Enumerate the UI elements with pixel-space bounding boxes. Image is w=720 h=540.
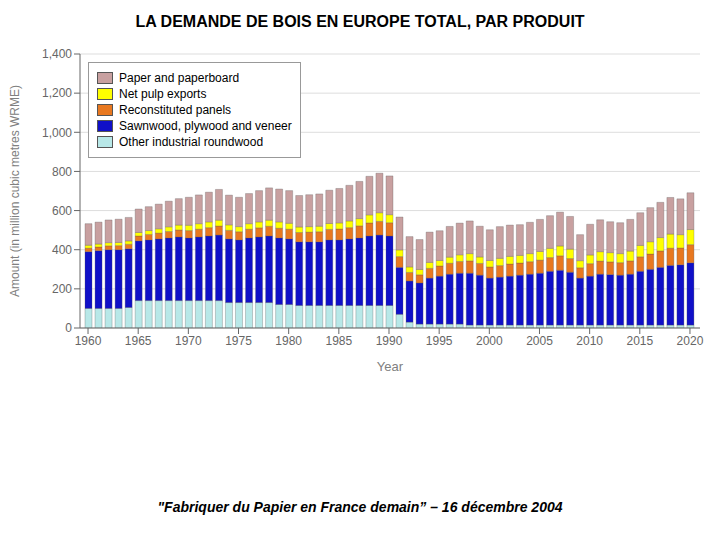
svg-text:2020: 2020 <box>677 334 704 348</box>
svg-text:1,200: 1,200 <box>42 86 72 100</box>
html-text:Net pulp exports: Net pulp exports <box>119 87 207 101</box>
html-text:Paper and paperboard: Paper and paperboard <box>119 71 240 85</box>
svg-text:2015: 2015 <box>626 334 653 348</box>
svg-text:1,400: 1,400 <box>42 47 72 61</box>
svg-text:1960: 1960 <box>75 334 102 348</box>
svg-text:600: 600 <box>52 204 72 218</box>
svg-text:1975: 1975 <box>225 334 252 348</box>
html-text:Reconstituted panels: Reconstituted panels <box>119 103 232 117</box>
html-text:Sawnwood, plywood and veneer: Sawnwood, plywood and veneer <box>119 119 292 133</box>
svg-text:Year: Year <box>377 359 404 374</box>
svg-text:1,000: 1,000 <box>42 126 72 140</box>
svg-text:1965: 1965 <box>125 334 152 348</box>
svg-text:2000: 2000 <box>476 334 503 348</box>
svg-text:800: 800 <box>52 165 72 179</box>
svg-text:200: 200 <box>52 282 72 296</box>
svg-text:1985: 1985 <box>325 334 352 348</box>
svg-text:1980: 1980 <box>275 334 302 348</box>
html-text:"Fabriquer du Papier en France: "Fabriquer du Papier en France demain” –… <box>157 499 563 515</box>
svg-text:1995: 1995 <box>426 334 453 348</box>
html-text:Other industrial roundwood: Other industrial roundwood <box>119 135 264 149</box>
svg-text:0: 0 <box>65 321 72 335</box>
svg-text:400: 400 <box>52 243 72 257</box>
svg-text:1970: 1970 <box>175 334 202 348</box>
svg-text:2005: 2005 <box>526 334 553 348</box>
svg-text:1990: 1990 <box>376 334 403 348</box>
svg-text:2010: 2010 <box>576 334 603 348</box>
html-text:LA DEMANDE DE BOIS EN EUROPE T: LA DEMANDE DE BOIS EN EUROPE TOTAL, PAR … <box>135 13 585 30</box>
svg-text:Amount (in million cubic metre: Amount (in million cubic metres WRME) <box>8 85 22 297</box>
